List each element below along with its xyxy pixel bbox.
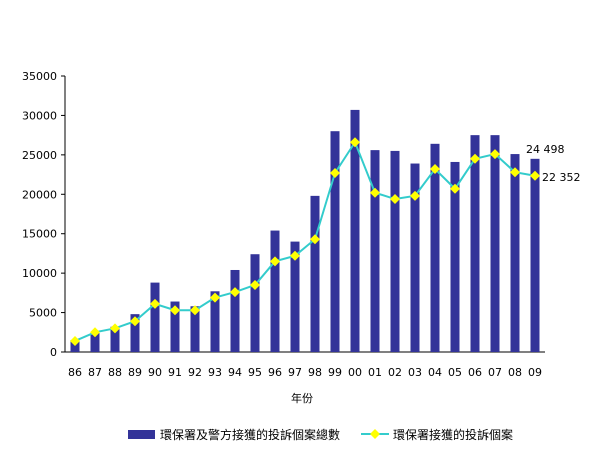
bar	[350, 109, 360, 352]
line-point	[370, 187, 380, 198]
bar	[250, 254, 260, 352]
line-path	[74, 140, 536, 342]
bar	[450, 161, 460, 352]
x-tick-label: 09	[528, 366, 542, 379]
line-point	[470, 153, 480, 164]
bar	[190, 306, 200, 352]
bar	[330, 131, 340, 352]
line-point	[330, 167, 340, 178]
x-tick-label: 04	[428, 366, 442, 379]
bar	[370, 150, 380, 352]
line-point	[130, 316, 140, 327]
bar	[170, 301, 180, 352]
x-tick-label: 98	[308, 366, 322, 379]
line-point	[450, 183, 460, 194]
y-axis: 0 5000 10000 15000 20000 25000 30000 35000	[22, 70, 66, 359]
x-tick-label: 93	[208, 366, 222, 379]
annotation-line-last: 22 352	[542, 171, 581, 184]
x-tick-label: 99	[328, 366, 342, 379]
line-point	[490, 149, 500, 160]
bar	[430, 143, 440, 352]
line-point	[110, 323, 120, 334]
line-point	[230, 287, 240, 298]
x-tick-label: 89	[128, 366, 142, 379]
line-point	[190, 305, 200, 316]
bar	[270, 230, 280, 352]
line-point	[410, 190, 420, 201]
bar	[310, 195, 320, 352]
x-tick-label: 87	[88, 366, 102, 379]
y-tick-label: 15000	[22, 228, 57, 241]
legend-label-bar: 環保署及警方接獲的投訴個案總數	[160, 427, 340, 442]
bar	[130, 314, 140, 352]
bar	[510, 154, 520, 352]
x-axis-title: 年份	[291, 391, 313, 405]
legend-swatch-bar	[128, 430, 155, 439]
y-tick-label: 0	[50, 346, 57, 359]
x-tick-label: 94	[228, 366, 242, 379]
line-point	[270, 256, 280, 267]
x-axis: 86 87 88 89 90 91 92 93 94 95 96 97 98 99 00 01 02 03 04 05…	[65, 351, 545, 379]
line-point	[390, 194, 400, 205]
line-point	[430, 164, 440, 175]
legend-marker-icon	[370, 429, 380, 439]
bar	[70, 340, 80, 352]
line-point	[250, 279, 260, 290]
annotation-bar-last: 24 498	[526, 143, 565, 156]
y-tick-label: 20000	[22, 188, 57, 201]
y-tick-label: 25000	[22, 149, 57, 162]
bar	[470, 135, 480, 352]
x-tick-label: 06	[468, 366, 482, 379]
bar	[290, 241, 300, 352]
x-tick-label: 07	[488, 366, 502, 379]
bar	[390, 150, 400, 352]
line-point	[290, 250, 300, 261]
line-point	[170, 305, 180, 316]
x-tick-label: 90	[148, 366, 162, 379]
x-tick-label: 86	[68, 366, 82, 379]
x-tick-label: 92	[188, 366, 202, 379]
bar	[110, 326, 120, 352]
y-tick-label: 5000	[29, 307, 57, 320]
line-series	[70, 137, 540, 346]
line-point	[150, 298, 160, 309]
line-point	[350, 137, 360, 148]
y-tick-label: 30000	[22, 109, 57, 122]
bar	[530, 158, 540, 352]
line-point	[90, 327, 100, 338]
y-tick-label: 35000	[22, 70, 57, 83]
x-tick-label: 88	[108, 366, 122, 379]
line-point	[530, 170, 540, 181]
line-point	[310, 234, 320, 245]
line-point	[510, 167, 520, 178]
x-tick-label: 08	[508, 366, 522, 379]
x-tick-label: 91	[168, 366, 182, 379]
line-point	[70, 335, 80, 346]
legend: 環保署及警方接獲的投訴個案總數 環保署接獲的投訴個案	[128, 427, 513, 442]
bar	[150, 282, 160, 352]
bar	[230, 269, 240, 352]
bar	[410, 163, 420, 352]
bar	[90, 333, 100, 352]
x-tick-label: 05	[448, 366, 462, 379]
y-tick-label: 10000	[22, 267, 57, 280]
x-tick-label: 95	[248, 366, 262, 379]
bar-series	[70, 109, 540, 352]
line-point	[210, 292, 220, 303]
x-tick-label: 97	[288, 366, 302, 379]
bar	[210, 291, 220, 352]
x-tick-label: 03	[408, 366, 422, 379]
x-tick-label: 00	[348, 366, 362, 379]
legend-label-line: 環保署接獲的投訴個案	[393, 427, 513, 442]
x-tick-label: 02	[388, 366, 402, 379]
x-tick-label: 96	[268, 366, 282, 379]
x-tick-label: 01	[368, 366, 382, 379]
bar	[490, 135, 500, 352]
